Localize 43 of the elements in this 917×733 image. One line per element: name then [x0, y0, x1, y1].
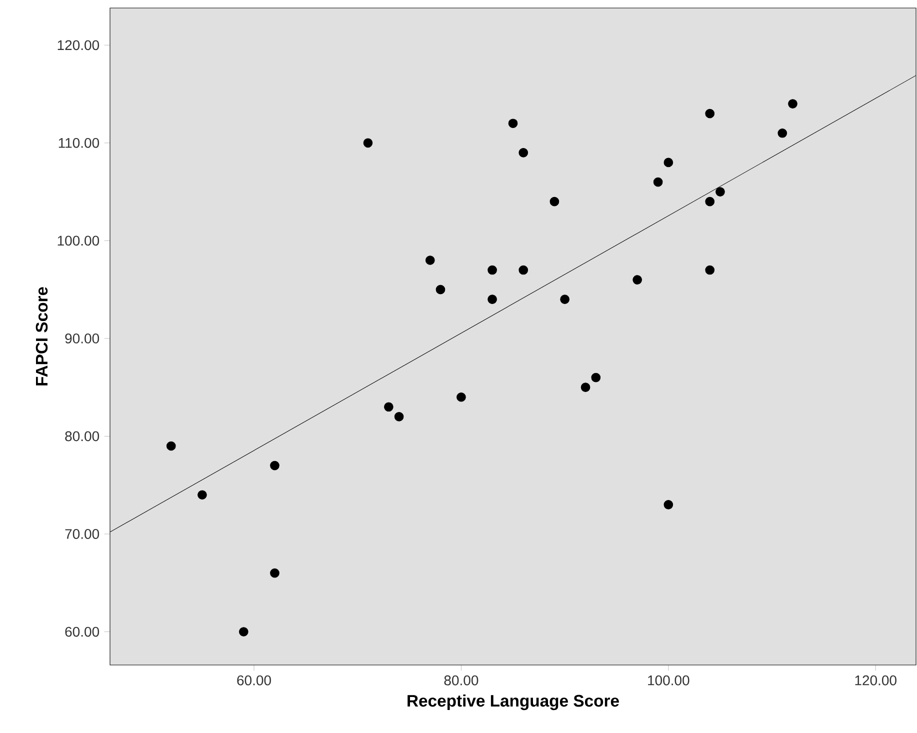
point [488, 294, 497, 304]
point [384, 402, 394, 412]
y-tick-label: 90.00 [65, 334, 100, 344]
point [653, 177, 663, 187]
point [270, 568, 280, 578]
point [166, 441, 176, 451]
y-tick-label: 120.00 [58, 40, 100, 50]
point [425, 256, 435, 265]
x-tick-label: 60.00 [237, 675, 271, 686]
point [198, 490, 207, 500]
x-tick-label: 100.00 [648, 675, 690, 686]
point [705, 108, 715, 118]
point [664, 500, 674, 510]
x-tick-label: 120.00 [855, 675, 896, 686]
y-axis-title: FAPCI Score [36, 287, 48, 386]
y-tick-label: 60.00 [65, 626, 100, 637]
point [716, 187, 725, 196]
point [580, 382, 590, 392]
point [456, 392, 466, 402]
point [518, 148, 528, 158]
point [705, 196, 715, 206]
y-tick-label: 110.00 [58, 138, 100, 148]
point [518, 265, 528, 275]
point [270, 460, 280, 470]
point [363, 138, 373, 148]
point [560, 294, 570, 304]
point [664, 158, 674, 168]
x-tick-label: 80.00 [444, 675, 478, 686]
point [632, 275, 642, 284]
point [436, 284, 446, 294]
point [788, 99, 798, 108]
y-tick-label: 70.00 [65, 529, 100, 539]
point [550, 196, 560, 206]
point [238, 627, 248, 636]
y-tick-label: 100.00 [58, 236, 100, 246]
point [508, 118, 518, 128]
y-tick-label: 80.00 [65, 431, 100, 442]
point [488, 265, 497, 275]
point [705, 265, 715, 275]
x-axis-title: Receptive Language Score [408, 694, 619, 710]
point [394, 412, 404, 422]
point [778, 128, 788, 138]
point [591, 372, 601, 382]
